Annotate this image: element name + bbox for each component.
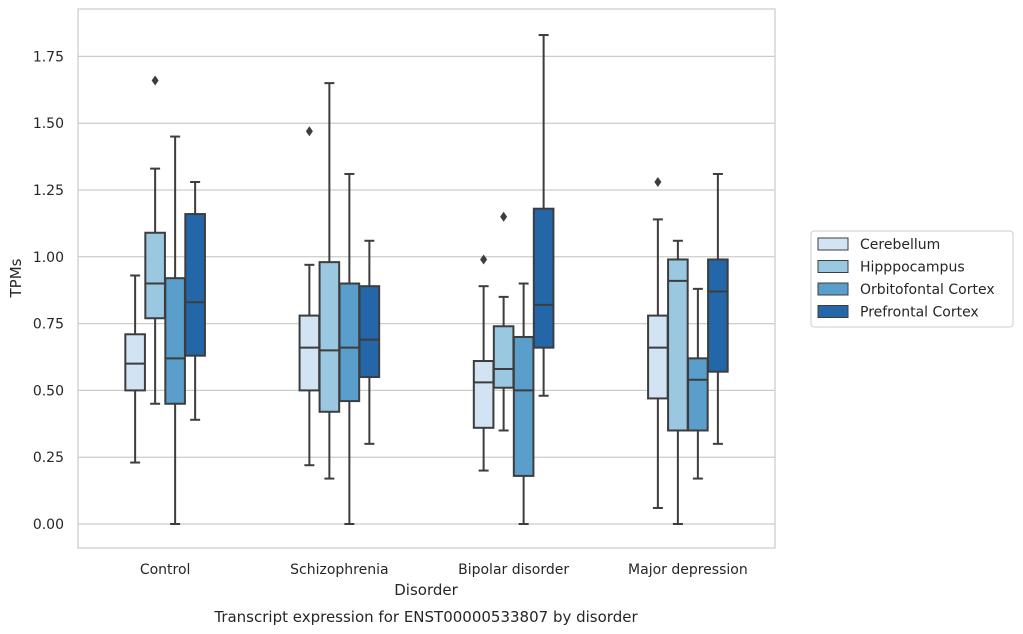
y-tick-label: 0.75 [33, 317, 64, 333]
legend-label: Prefrontal Cortex [860, 305, 979, 321]
box-rect [512, 335, 535, 477]
legend-swatch [817, 305, 849, 318]
y-tick-label: 0.25 [33, 450, 64, 466]
box-3-1 [358, 239, 381, 445]
box-3-3 [707, 172, 729, 445]
outlier-point [500, 211, 508, 222]
box-rect [298, 314, 321, 392]
legend: Cerebellum Hipppocampus Orbitofontal Corte… [810, 230, 1014, 328]
chart-caption: Transcript expression for ENST0000053380… [213, 608, 638, 626]
box-rect [318, 261, 341, 413]
box-rect [358, 285, 381, 379]
x-tick-label: Control [140, 562, 191, 578]
box-0-1 [298, 126, 321, 467]
box-2-2 [512, 282, 535, 525]
box-1-0 [144, 75, 166, 405]
box-series [124, 34, 729, 525]
legend-swatch [817, 237, 849, 251]
y-tick-label: 1.00 [33, 250, 64, 266]
y-tick-label: 1.75 [33, 49, 64, 65]
box-rect [707, 258, 729, 373]
box-rect [667, 258, 689, 432]
box-1-1 [318, 82, 341, 480]
box-2-1 [338, 172, 361, 525]
box-3-0 [184, 180, 206, 421]
box-rect [164, 277, 186, 405]
box-3-2 [532, 34, 555, 397]
x-tick-labels: Control Schizophrenia Bipolar disorder Majo… [140, 562, 748, 578]
y-tick-label: 0.50 [33, 383, 64, 399]
legend-items: Cerebellum Hipppocampus Orbitofontal Corte… [817, 237, 995, 321]
box-1-3 [667, 239, 689, 525]
legend-label: Hipppocampus [860, 260, 965, 276]
box-2-0 [164, 135, 186, 525]
y-tick-label: 1.25 [33, 183, 64, 199]
outlier-point [654, 176, 662, 187]
x-tick-label: Schizophrenia [290, 562, 388, 578]
box-rect [338, 282, 361, 403]
box-0-2 [472, 254, 495, 472]
x-axis-label: Disorder [394, 581, 458, 599]
box-1-2 [492, 211, 515, 432]
legend-swatch [817, 260, 849, 273]
box-rect [124, 333, 146, 392]
box-0-0 [124, 274, 146, 464]
x-tick-label: Bipolar disorder [458, 562, 569, 578]
x-tick-label: Major depression [628, 562, 748, 578]
box-rect [144, 231, 166, 320]
box-rect [492, 325, 515, 389]
box-rect [647, 314, 669, 400]
legend-label: Orbitofontal Cortex [860, 282, 995, 298]
outlier-point [305, 126, 313, 137]
outlier-point [480, 254, 488, 265]
box-rect [472, 360, 495, 429]
box-rect [687, 357, 709, 432]
legend-frame [810, 230, 1014, 328]
legend-label: Cerebellum [860, 237, 940, 253]
box-rect [184, 213, 206, 357]
y-tick-labels: 0.00 0.25 0.50 0.75 1.00 1.25 1.50 1.75 [33, 49, 64, 533]
box-0-3 [647, 176, 669, 509]
y-axis-label: TPMs [7, 258, 25, 298]
plot-frame [77, 8, 776, 549]
legend-swatch [817, 282, 849, 296]
box-2-3 [687, 287, 709, 480]
y-tick-label: 1.50 [33, 116, 64, 132]
box-rect [532, 207, 555, 349]
y-tick-label: 0.00 [33, 517, 64, 533]
outlier-point [151, 75, 159, 86]
